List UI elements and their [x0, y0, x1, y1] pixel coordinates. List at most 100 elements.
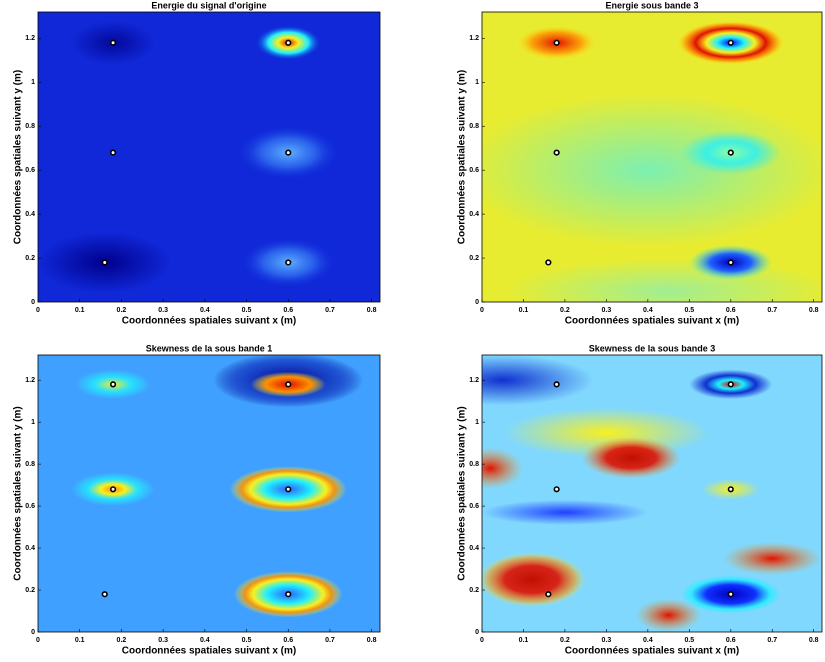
y-tick-label: 1.2 [25, 377, 35, 384]
sensor-point [285, 486, 292, 493]
x-tick-label: 0.2 [560, 637, 570, 644]
sensor-point [727, 39, 734, 46]
y-axis-label: Coordonnées spatiales suivant y (m) [13, 406, 24, 581]
chart-title: Energie du signal d'origine [151, 0, 266, 10]
x-tick-label: 0.7 [767, 307, 777, 314]
sensor-point [553, 149, 560, 156]
y-tick-label: 0.4 [469, 545, 479, 552]
x-tick-label: 0.1 [75, 637, 85, 644]
y-axis-label: Coordonnées spatiales suivant y (m) [457, 70, 468, 245]
heatmap-region [482, 447, 524, 490]
sensor-point [727, 149, 734, 156]
chart-title: Energie sous bande 3 [605, 0, 698, 10]
sensor-point [101, 259, 108, 266]
y-tick-label: 1 [475, 79, 479, 86]
sensor-point [109, 149, 117, 156]
y-tick-label: 0.6 [469, 167, 479, 174]
x-tick-label: 0.3 [602, 637, 612, 644]
chart-title: Skewness de la sous bande 1 [146, 343, 273, 353]
y-tick-label: 0.2 [469, 255, 479, 262]
y-tick-label: 0 [31, 299, 35, 306]
x-tick-label: 0.1 [519, 637, 529, 644]
axes-frame [481, 11, 823, 303]
x-tick-label: 0.8 [809, 637, 819, 644]
heatmap-region [482, 552, 586, 607]
y-tick-label: 1.2 [469, 35, 479, 42]
sensor-point [553, 486, 560, 493]
sensor-point [545, 591, 552, 598]
y-tick-label: 0.8 [25, 461, 35, 468]
y-tick-label: 0.2 [25, 255, 35, 262]
heatmap-region [502, 258, 822, 302]
x-tick-label: 0.5 [242, 307, 252, 314]
x-tick-label: 0.5 [242, 637, 252, 644]
y-tick-label: 0.4 [469, 211, 479, 218]
x-tick-label: 0.3 [158, 307, 168, 314]
y-tick-label: 0.2 [469, 587, 479, 594]
sensor-point [545, 259, 552, 266]
heatmap-region [482, 93, 822, 248]
sensor-point [553, 381, 560, 388]
x-tick-label: 0.6 [726, 637, 736, 644]
x-tick-label: 0.5 [684, 307, 694, 314]
x-axis-label: Coordonnées spatiales suivant x (m) [565, 646, 740, 657]
x-tick-label: 0.8 [367, 307, 377, 314]
heatmap [38, 12, 380, 302]
sensor-point [727, 486, 734, 493]
sensor-point [285, 591, 292, 598]
heatmap-region [482, 499, 648, 525]
x-tick-label: 0.1 [75, 307, 85, 314]
x-tick-label: 0.3 [158, 637, 168, 644]
x-tick-label: 0.8 [809, 307, 819, 314]
sensor-point [553, 39, 560, 46]
chart-title: Skewness de la sous bande 3 [589, 343, 716, 353]
x-tick-label: 0.6 [283, 307, 293, 314]
sensor-point [727, 259, 734, 266]
sensor-point [727, 591, 734, 598]
y-tick-label: 0.6 [25, 503, 35, 510]
sensor-point [285, 259, 292, 266]
y-tick-label: 1.2 [469, 377, 479, 384]
y-axis-label: Coordonnées spatiales suivant y (m) [13, 70, 24, 245]
y-tick-label: 0.8 [469, 123, 479, 130]
y-tick-label: 1 [475, 419, 479, 426]
x-tick-label: 0.6 [726, 307, 736, 314]
heatmap [38, 355, 380, 632]
axes-frame [37, 11, 381, 303]
sensor-point [109, 486, 117, 493]
x-tick-label: 0.8 [367, 637, 377, 644]
y-tick-label: 0.4 [25, 545, 35, 552]
heatmap-region [482, 355, 594, 406]
sensor-point [285, 381, 292, 388]
x-axis-label: Coordonnées spatiales suivant x (m) [122, 316, 297, 327]
sensor-point [109, 39, 117, 46]
x-tick-label: 0.3 [602, 307, 612, 314]
x-tick-label: 0.4 [643, 307, 653, 314]
x-tick-label: 0.2 [117, 307, 127, 314]
x-axis-label: Coordonnées spatiales suivant x (m) [565, 316, 740, 327]
y-tick-label: 0.4 [25, 211, 35, 218]
x-tick-label: 0 [36, 637, 40, 644]
x-axis-label: Coordonnées spatiales suivant x (m) [122, 646, 297, 657]
y-tick-label: 0.6 [469, 503, 479, 510]
y-tick-label: 1 [31, 79, 35, 86]
sensor-point [101, 591, 108, 598]
y-tick-label: 0.6 [25, 167, 35, 174]
x-tick-label: 0.2 [560, 307, 570, 314]
y-tick-label: 0.8 [25, 123, 35, 130]
sensor-point [285, 149, 292, 156]
x-tick-label: 0 [36, 307, 40, 314]
sensor-point [727, 381, 734, 388]
x-tick-label: 0.4 [200, 637, 210, 644]
y-tick-label: 0 [31, 629, 35, 636]
axes-frame [481, 354, 823, 633]
x-tick-label: 0 [480, 637, 484, 644]
x-tick-label: 0.4 [200, 307, 210, 314]
x-tick-label: 0.5 [684, 637, 694, 644]
heatmap [482, 12, 822, 302]
y-tick-label: 0 [475, 629, 479, 636]
x-tick-label: 0.7 [325, 307, 335, 314]
x-tick-label: 0.1 [519, 307, 529, 314]
y-tick-label: 0.2 [25, 587, 35, 594]
y-tick-label: 1.2 [25, 35, 35, 42]
